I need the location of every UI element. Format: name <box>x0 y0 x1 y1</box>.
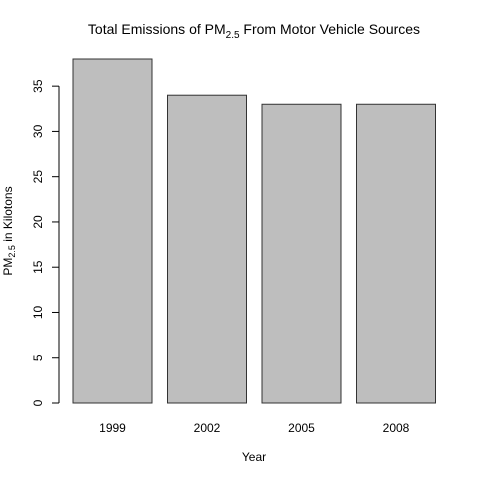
chart-title: Total Emissions of PM2.5 From Motor Vehi… <box>88 21 420 41</box>
bar-1999 <box>72 58 153 404</box>
y-tick-label-15: 15 <box>31 260 45 274</box>
y-axis-label-pre: PM <box>1 258 15 276</box>
y-tick-label-25: 25 <box>31 170 45 184</box>
x-tick-label-2002: 2002 <box>194 421 221 435</box>
chart-title-pre: Total Emissions of PM <box>88 21 226 37</box>
y-axis-label: PM2.5 in Kilotons <box>1 186 17 275</box>
y-tick-label-10: 10 <box>31 305 45 319</box>
y-tick-label-35: 35 <box>31 79 45 93</box>
x-axis-label: Year <box>242 450 266 464</box>
chart-title-subscript: 2.5 <box>226 30 240 41</box>
x-tick-label-1999: 1999 <box>99 421 126 435</box>
y-axis-label-subscript: 2.5 <box>7 245 17 258</box>
bar-2008 <box>356 103 436 404</box>
chart-title-post: From Motor Vehicle Sources <box>240 21 421 37</box>
y-tick-label-0: 0 <box>31 399 45 406</box>
bar-group <box>72 58 436 404</box>
bar-2002 <box>167 94 247 404</box>
y-axis-label-post: in Kilotons <box>1 186 15 245</box>
x-axis-labels: 1999 2002 2005 2008 <box>99 421 410 435</box>
x-tick-label-2008: 2008 <box>383 421 410 435</box>
y-tick-label-20: 20 <box>31 215 45 229</box>
y-tick-label-5: 5 <box>31 354 45 361</box>
y-tick-label-30: 30 <box>31 124 45 138</box>
x-tick-label-2005: 2005 <box>288 421 315 435</box>
y-axis: 0 5 10 15 20 25 30 35 <box>31 79 60 406</box>
bar-2005 <box>261 103 342 404</box>
